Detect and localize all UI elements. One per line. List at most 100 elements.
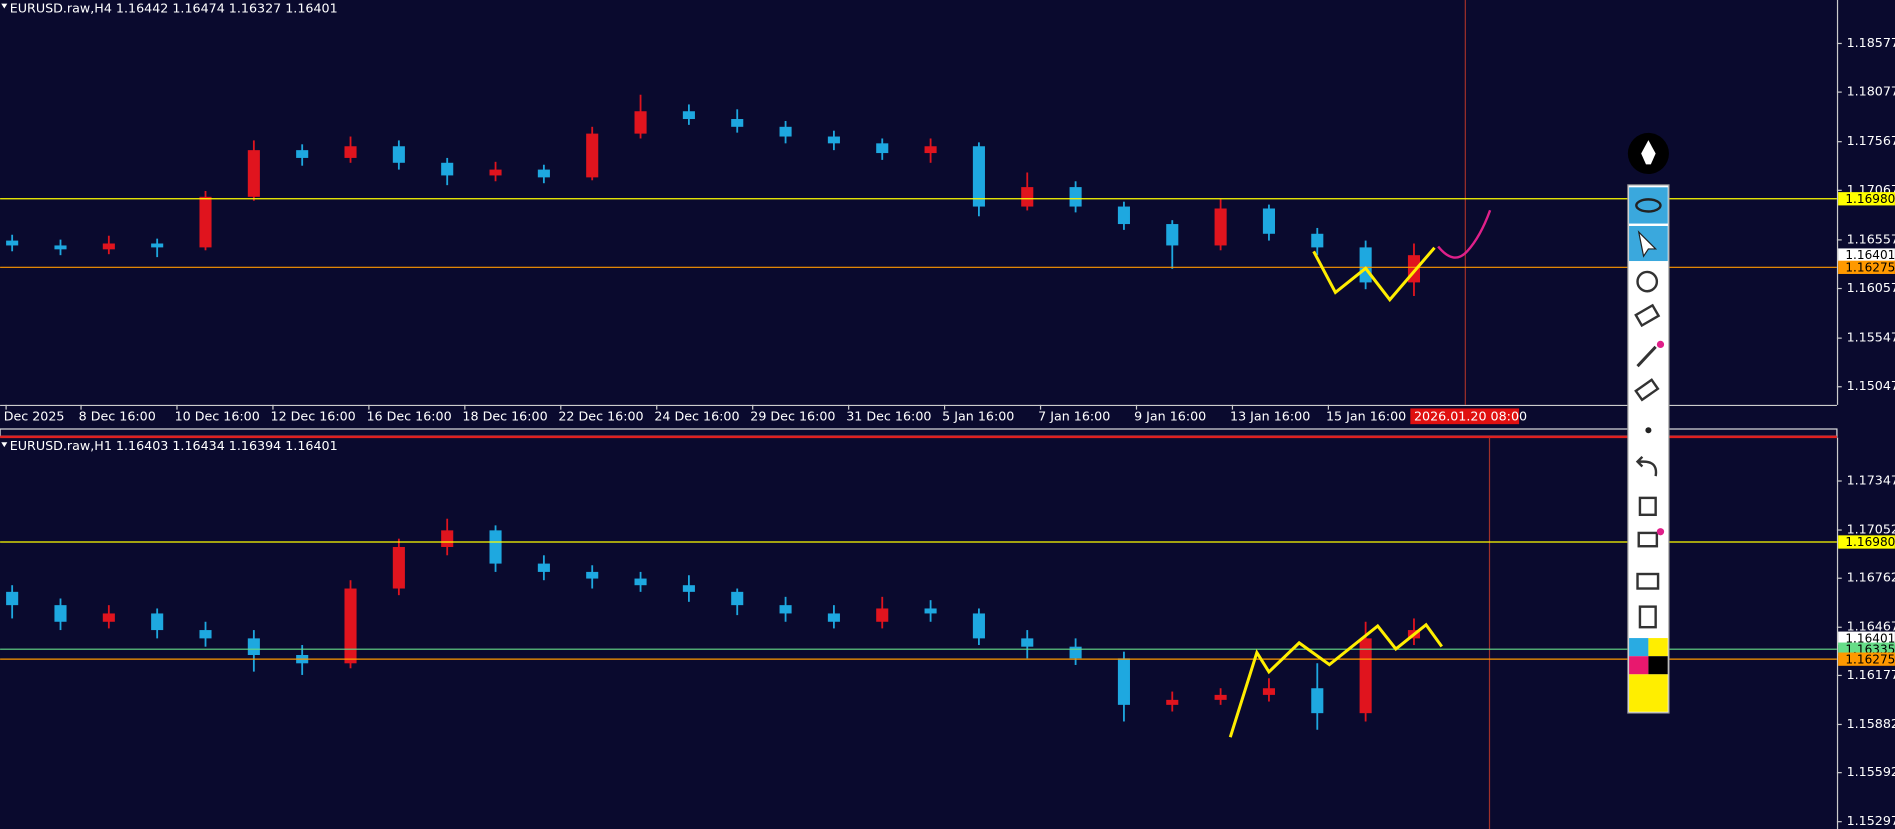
candle-body bbox=[1214, 208, 1227, 246]
candle-body bbox=[1214, 694, 1227, 700]
price-tag bbox=[1838, 642, 1895, 656]
candle-body bbox=[1166, 699, 1179, 705]
x-tick-label: 22 Dec 16:00 bbox=[558, 408, 643, 423]
zigzag-drawing[interactable] bbox=[1228, 622, 1443, 738]
line-button[interactable] bbox=[1636, 345, 1657, 368]
camera-button[interactable] bbox=[1636, 572, 1660, 590]
y-tick-label: 1.15047 bbox=[1847, 378, 1895, 393]
candle-body bbox=[1021, 638, 1034, 647]
candle-body bbox=[1311, 688, 1324, 714]
candle-body bbox=[634, 578, 647, 586]
current-color[interactable] bbox=[1629, 674, 1668, 712]
chart-separator bbox=[0, 428, 1838, 437]
candle-body bbox=[586, 571, 599, 579]
candle-body bbox=[1262, 688, 1275, 695]
screen-button[interactable] bbox=[1637, 531, 1659, 548]
y-tick-label: 1.16467 bbox=[1847, 619, 1895, 634]
x-tick-label: 8 Dec 16:00 bbox=[79, 408, 156, 423]
high: 1.16434 bbox=[172, 437, 224, 452]
corner-marker bbox=[1, 442, 8, 448]
price-tag bbox=[1838, 652, 1895, 666]
y-tick-label: 1.16057 bbox=[1847, 280, 1895, 295]
candle-body bbox=[296, 150, 309, 158]
candle-body bbox=[6, 240, 19, 246]
candle-body bbox=[779, 126, 792, 137]
x-tick-label: 15 Jan 16:00 bbox=[1326, 408, 1406, 423]
candle-body bbox=[972, 613, 985, 639]
y-tick-label: 1.16762 bbox=[1847, 570, 1895, 585]
candle-body bbox=[489, 169, 502, 176]
undo-button[interactable] bbox=[1635, 455, 1658, 477]
x-tick-label: 13 Jan 16:00 bbox=[1230, 408, 1310, 423]
candle-body bbox=[54, 605, 67, 622]
candle-body bbox=[731, 591, 744, 606]
candle-body bbox=[1262, 208, 1275, 234]
candle-body bbox=[924, 608, 937, 614]
price-tag-label: 1.16401 bbox=[1845, 248, 1895, 262]
delete-button[interactable] bbox=[1638, 496, 1657, 517]
y-tick-label: 1.16177 bbox=[1847, 667, 1895, 682]
candle-body bbox=[537, 563, 550, 572]
y-tick-label: 1.15297 bbox=[1847, 813, 1895, 828]
chart-header: EURUSD.raw,H1 1.16403 1.16434 1.16394 1.… bbox=[10, 437, 338, 452]
candle-body bbox=[682, 585, 695, 592]
candle-body bbox=[682, 111, 695, 120]
curve-drawing[interactable] bbox=[1437, 209, 1492, 259]
x-tick-label: 24 Dec 16:00 bbox=[654, 408, 739, 423]
candle-body bbox=[151, 613, 164, 631]
chart-header: EURUSD.raw,H4 1.16442 1.16474 1.16327 1.… bbox=[10, 0, 338, 15]
toolbar-panel bbox=[1627, 184, 1670, 714]
x-tick-label: 7 Jan 16:00 bbox=[1038, 408, 1110, 423]
highlighter-button[interactable] bbox=[1634, 303, 1661, 328]
candle-body bbox=[102, 243, 115, 250]
x-tick-label: 5 Jan 16:00 bbox=[942, 408, 1014, 423]
candle-body bbox=[247, 638, 260, 656]
visibility-button[interactable] bbox=[1629, 187, 1668, 224]
candle-body bbox=[489, 530, 502, 564]
size-button[interactable] bbox=[1645, 427, 1652, 434]
color-black[interactable] bbox=[1648, 656, 1668, 675]
candle-body bbox=[827, 613, 840, 622]
eraser-button[interactable] bbox=[1634, 378, 1660, 402]
y-tick-label: 1.16557 bbox=[1847, 231, 1895, 246]
candle-body bbox=[1359, 247, 1372, 283]
y-tick-label: 1.17567 bbox=[1847, 133, 1895, 148]
crosshair-time-box bbox=[1410, 408, 1520, 425]
zigzag-drawing[interactable] bbox=[1312, 246, 1436, 303]
x-tick-label: Dec 2025 bbox=[4, 408, 65, 423]
price-tag bbox=[1838, 192, 1895, 206]
candles bbox=[6, 94, 1421, 297]
y-tick-label: 1.18077 bbox=[1847, 84, 1895, 99]
candle-body bbox=[634, 111, 647, 134]
color-yellow[interactable] bbox=[1648, 638, 1668, 657]
drawing-toolbar bbox=[1627, 132, 1670, 714]
x-tick-label: 29 Dec 16:00 bbox=[750, 408, 835, 423]
indicator-dot bbox=[1656, 528, 1665, 536]
clipboard-button[interactable] bbox=[1638, 605, 1657, 629]
candle-body bbox=[1021, 187, 1034, 207]
y-tick-label: 1.17347 bbox=[1847, 473, 1895, 488]
price-tag-label: 1.16980 bbox=[1845, 535, 1895, 549]
pen-icon bbox=[1641, 140, 1656, 165]
candle-body bbox=[827, 136, 840, 144]
color-magenta[interactable] bbox=[1629, 656, 1649, 675]
magnet-button[interactable] bbox=[1636, 270, 1659, 293]
candle-body bbox=[1117, 658, 1130, 705]
close: 1.16401 bbox=[285, 437, 337, 452]
top-chart: EURUSD.raw,H4 1.16442 1.16474 1.16327 1.… bbox=[0, 0, 1895, 425]
color-cyan[interactable] bbox=[1629, 638, 1649, 657]
cursor-icon bbox=[1637, 230, 1658, 258]
candle-body bbox=[199, 196, 212, 248]
eye-icon bbox=[1635, 198, 1662, 213]
candle-body bbox=[779, 605, 792, 614]
candle-body bbox=[876, 608, 889, 622]
candle-body bbox=[392, 146, 405, 163]
y-tick-label: 1.15547 bbox=[1847, 330, 1895, 345]
candles bbox=[6, 518, 1421, 730]
candle-body bbox=[199, 630, 212, 639]
candle-body bbox=[247, 150, 260, 197]
close: 1.16401 bbox=[285, 0, 337, 15]
open: 1.16442 bbox=[116, 0, 168, 15]
